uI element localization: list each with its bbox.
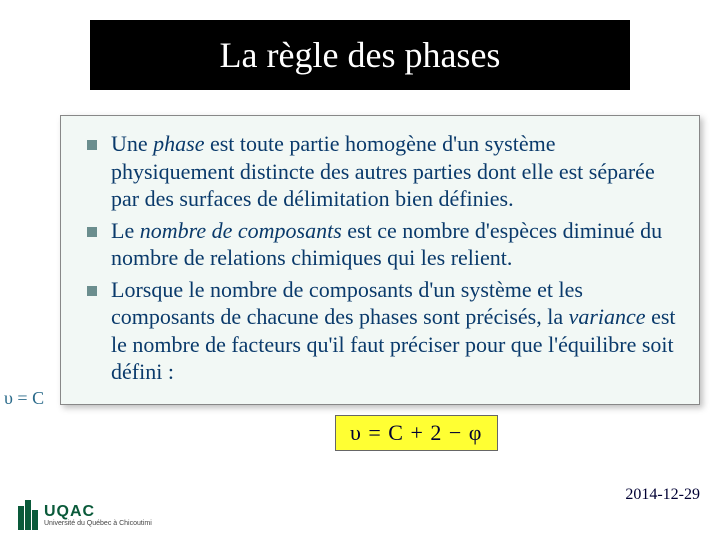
bullet-em: variance — [569, 304, 646, 329]
bullet-pre: Lorsque le nombre de composants d'un sys… — [111, 277, 583, 330]
bullet-em: phase — [153, 131, 204, 156]
logo-name: UQAC — [44, 504, 152, 520]
bullet-marker-icon — [87, 140, 97, 150]
bullet-marker-icon — [87, 227, 97, 237]
side-greek-text: υ = C — [4, 388, 44, 409]
content-box: Une phase est toute partie homogène d'un… — [60, 115, 700, 405]
slide-date: 2014-12-29 — [625, 486, 700, 504]
uqac-logo: UQAC Université du Québec à Chicoutimi — [18, 500, 152, 530]
bullet-text: Le nombre de composants est ce nombre d'… — [111, 217, 681, 272]
bullet-pre: Une — [111, 131, 153, 156]
logo-subtitle: Université du Québec à Chicoutimi — [44, 520, 152, 527]
bullet-text: Une phase est toute partie homogène d'un… — [111, 130, 681, 213]
bullet-marker-icon — [87, 286, 97, 296]
title-box: La règle des phases — [90, 20, 630, 90]
bullet-item: Le nombre de composants est ce nombre d'… — [87, 217, 681, 272]
bullet-item: Une phase est toute partie homogène d'un… — [87, 130, 681, 213]
bullet-text: Lorsque le nombre de composants d'un sys… — [111, 276, 681, 386]
formula-box: υ = C + 2 − φ — [335, 415, 498, 451]
bullet-pre: Le — [111, 218, 140, 243]
formula-text: υ = C + 2 − φ — [350, 420, 483, 446]
slide-title: La règle des phases — [220, 34, 501, 76]
bullet-item: Lorsque le nombre de composants d'un sys… — [87, 276, 681, 386]
bullet-em: nombre de composants — [140, 218, 342, 243]
uqac-logo-label: UQAC Université du Québec à Chicoutimi — [44, 504, 152, 527]
uqac-logo-icon — [18, 500, 38, 530]
